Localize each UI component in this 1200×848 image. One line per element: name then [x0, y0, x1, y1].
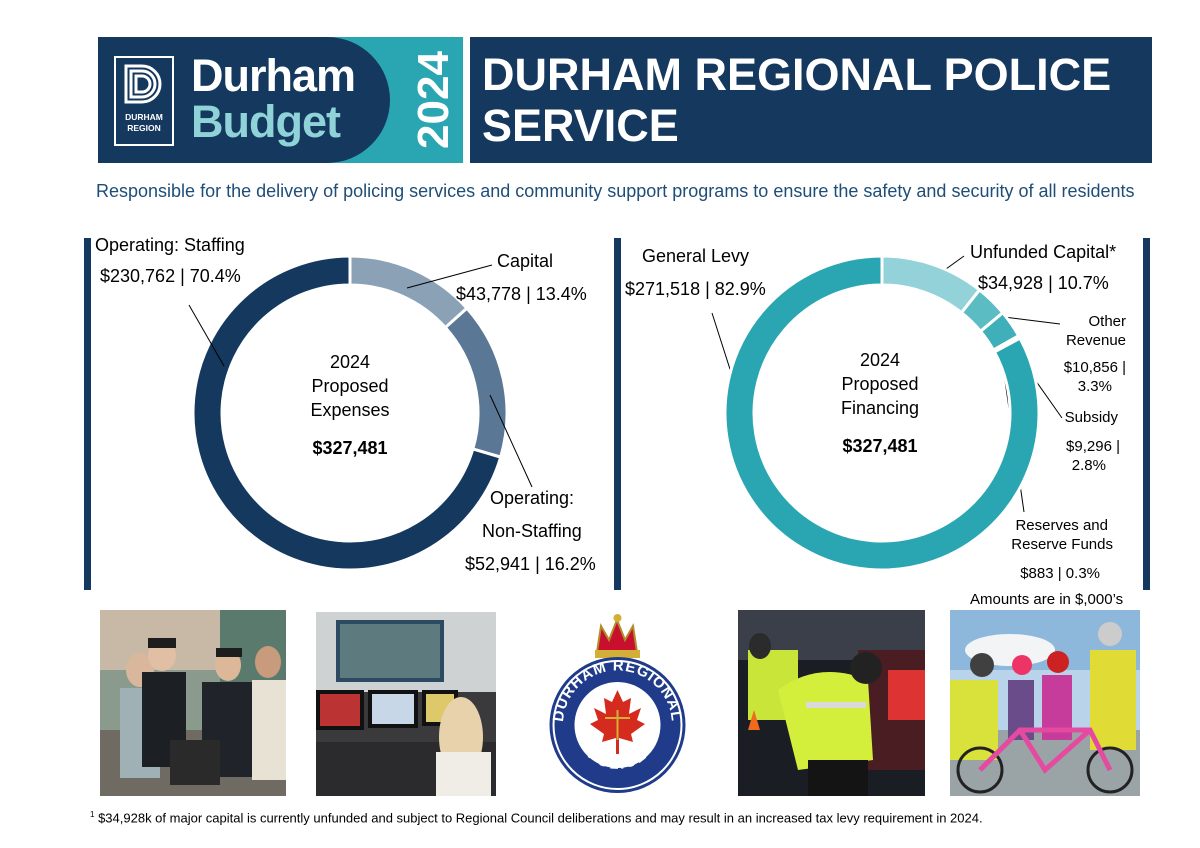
- right-accent-bar: [1143, 238, 1150, 590]
- label-staffing-name: Operating: Staffing: [95, 235, 245, 255]
- budget-banner: DURHAM REGION Durham Budget 2024: [98, 37, 463, 163]
- expenses-donut-chart: [191, 254, 509, 572]
- brand-panel: DURHAM REGION Durham Budget: [98, 37, 390, 163]
- left-accent-bar: [84, 238, 91, 590]
- logo-text-region: REGION: [127, 123, 161, 133]
- financing-total: $327,481: [842, 436, 918, 456]
- label-subsidy-value1: $9,296 |: [1066, 438, 1120, 455]
- label-other-value2: 3.3%: [1077, 378, 1112, 395]
- label-capital-value: $43,778 | 13.4%: [456, 284, 587, 304]
- label-other-name2: Revenue: [1065, 332, 1126, 349]
- expenses-center-proposed: Proposed: [311, 376, 389, 396]
- label-capital-name: Capital: [497, 251, 554, 271]
- label-reserves-name2: Reserve Funds: [1011, 536, 1113, 553]
- label-reserves-value: $883 | 0.3%: [1020, 565, 1100, 582]
- label-reserves-name1: Reserves and: [1015, 517, 1108, 534]
- durham-region-logo: DURHAM REGION: [114, 56, 174, 146]
- expenses-center-type: Expenses: [310, 400, 390, 420]
- page-title: DURHAM REGIONAL POLICE SERVICE: [482, 49, 1112, 151]
- mission-statement: Responsible for the delivery of policing…: [96, 181, 1135, 201]
- label-nonstaff-value: $52,941 | 16.2%: [465, 554, 596, 574]
- label-subsidy-value2: 2.8%: [1071, 457, 1106, 474]
- label-nonstaff-name2: Non-Staffing: [482, 521, 582, 541]
- expenses-center-year: 2024: [329, 352, 371, 372]
- financing-slice-general-levy: [723, 254, 1041, 572]
- footnote: 1 $34,928k of major capital is currently…: [90, 810, 983, 825]
- photo-bike-safety: [950, 610, 1140, 796]
- expenses-slice-operating-staffing: [191, 254, 503, 572]
- label-nonstaff-name1: Operating:: [490, 488, 575, 508]
- crown-icon: [595, 617, 639, 653]
- photo-roadside-check: [738, 610, 925, 796]
- label-other-name1: Other: [1088, 313, 1126, 330]
- label-levy-value: $271,518 | 82.9%: [625, 279, 766, 299]
- amounts-note: Amounts are in $,000’s: [970, 591, 1124, 608]
- expenses-center-label: 2024 Proposed Expenses $327,481: [270, 350, 430, 460]
- leader-nonstaff: [489, 394, 533, 488]
- leader-staffing: [188, 304, 225, 367]
- logo-text-durham: DURHAM: [125, 112, 163, 122]
- footnote-marker: 1: [90, 810, 95, 819]
- photo-dispatch-centre: [316, 612, 496, 796]
- label-other-value1: $10,856 |: [1063, 359, 1126, 376]
- expenses-total: $327,481: [312, 438, 388, 458]
- financing-center-proposed: Proposed: [841, 374, 919, 394]
- durham-police-crest: DURHAM REGIONAL POLICE: [545, 610, 690, 795]
- financing-center-label: 2024 Proposed Financing $327,481: [800, 348, 960, 458]
- title-banner: DURHAM REGIONAL POLICE SERVICE: [470, 37, 1152, 163]
- label-subsidy-name: Subsidy: [1064, 409, 1118, 426]
- label-unfunded-name: Unfunded Capital*: [970, 242, 1117, 262]
- label-levy-name: General Levy: [642, 246, 750, 266]
- photo-officers-community: [100, 610, 286, 796]
- durham-d-icon: [124, 64, 162, 104]
- footnote-text: $34,928k of major capital is currently u…: [98, 810, 983, 826]
- leader-capital: [406, 264, 493, 289]
- label-staffing-value: $230,762 | 70.4%: [100, 266, 241, 286]
- brand-durham: Durham: [191, 50, 356, 101]
- financing-donut-chart: [723, 254, 1041, 572]
- financing-slice-unfunded-capital: [880, 254, 982, 315]
- middle-accent-bar: [614, 238, 621, 590]
- label-unfunded-value: $34,928 | 10.7%: [978, 273, 1109, 293]
- financing-center-year: 2024: [859, 350, 901, 370]
- financing-center-type: Financing: [840, 398, 920, 418]
- brand-budget: Budget: [191, 96, 341, 147]
